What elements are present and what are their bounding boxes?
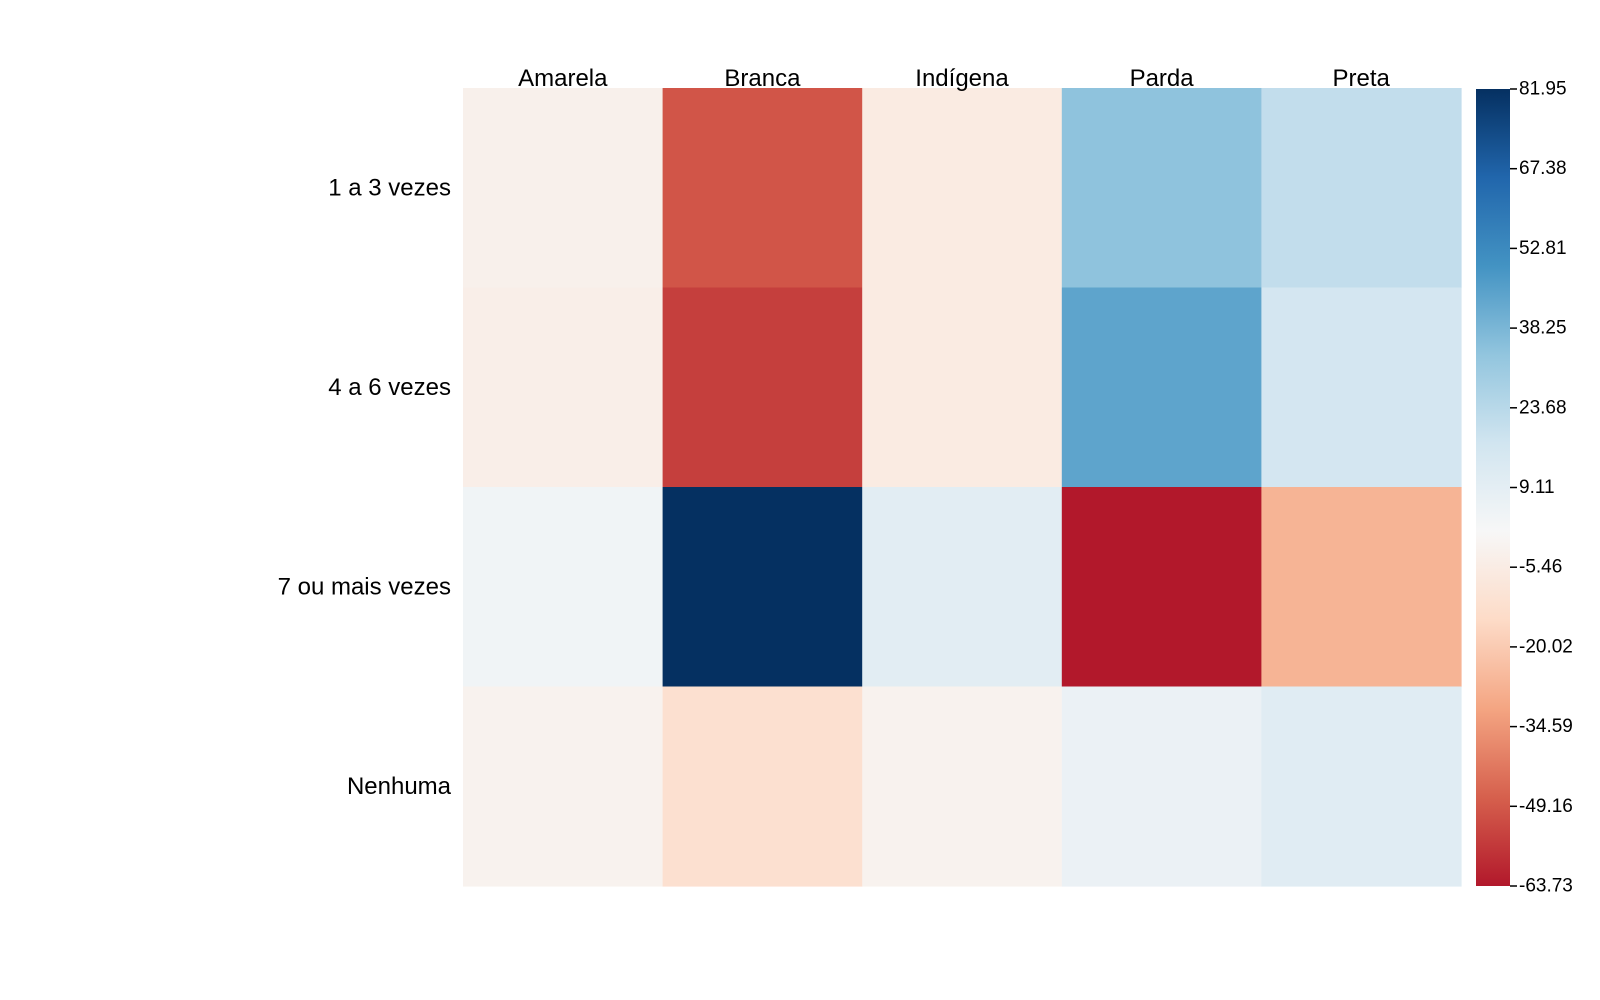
row-label-4-a-6-vezes: 4 a 6 vezes [328,374,451,401]
heatmap-cell-nenhuma-preta [1261,686,1462,887]
heatmap-cell-nenhuma-parda [1061,686,1262,887]
column-label-preta: Preta [1333,65,1391,92]
color-legend-tick-label: -49.16 [1519,796,1573,817]
color-legend-tick-label: 23.68 [1519,397,1567,418]
column-labels: Amarela Branca Indígena Parda Preta [518,65,1390,92]
heatmap-cell-4-a-6-vezes-preta [1261,287,1462,488]
heatmap-cell-1-a-3-vezes-amarela [463,88,664,289]
color-legend-tick-label: -20.02 [1519,636,1573,657]
column-label-parda: Parda [1130,65,1195,92]
heatmap-cell-7-ou-mais-vezes-parda [1061,487,1262,688]
heatmap-cell-1-a-3-vezes-branca [662,88,863,289]
color-legend-tick-label: 52.81 [1519,238,1567,259]
heatmap-cell-nenhuma-amarela [463,686,664,887]
color-legend-tick-label: 81.95 [1519,79,1567,100]
heatmap-cell-7-ou-mais-vezes-indigena [862,487,1063,688]
heatmap-cell-7-ou-mais-vezes-branca [662,487,863,688]
column-label-indigena: Indígena [915,65,1009,92]
color-legend-tick-label: 38.25 [1519,318,1567,339]
heatmap-cell-nenhuma-branca [662,686,863,887]
color-legend-tick-label: 67.38 [1519,158,1567,179]
heatmap-cell-7-ou-mais-vezes-amarela [463,487,664,688]
color-legend-tick-label: -63.73 [1519,876,1573,897]
heatmap-cell-4-a-6-vezes-indigena [862,287,1063,488]
heatmap-cells [463,88,1462,887]
color-legend-ticks: 81.95 67.38 52.81 38.25 23.68 9.11 -5.46 -20.02… [1510,79,1573,897]
color-legend: 81.95 67.38 52.81 38.25 23.68 9.11 -5.46 -20.02… [1476,79,1573,897]
color-legend-tick-label: -5.46 [1519,557,1562,578]
heatmap-cell-nenhuma-indigena [862,686,1063,887]
row-label-nenhuma: Nenhuma [347,773,452,800]
row-label-1-a-3-vezes: 1 a 3 vezes [328,174,451,201]
color-legend-tick-label: -34.59 [1519,716,1573,737]
row-labels: 1 a 3 vezes 4 a 6 vezes 7 ou mais vezes Nen… [278,174,452,800]
heatmap-cell-4-a-6-vezes-parda [1061,287,1262,488]
heatmap-cell-1-a-3-vezes-indigena [862,88,1063,289]
row-label-7-ou-mais-vezes: 7 ou mais vezes [278,573,451,600]
heatmap-cell-4-a-6-vezes-amarela [463,287,664,488]
column-label-branca: Branca [724,65,801,92]
color-legend-tick-label: 9.11 [1519,477,1555,498]
heatmap-cell-4-a-6-vezes-branca [662,287,863,488]
heatmap-cell-7-ou-mais-vezes-preta [1261,487,1462,688]
color-legend-bar [1476,89,1510,886]
heatmap-cell-1-a-3-vezes-parda [1061,88,1262,289]
column-label-amarela: Amarela [518,65,608,92]
heatmap-cell-1-a-3-vezes-preta [1261,88,1462,289]
